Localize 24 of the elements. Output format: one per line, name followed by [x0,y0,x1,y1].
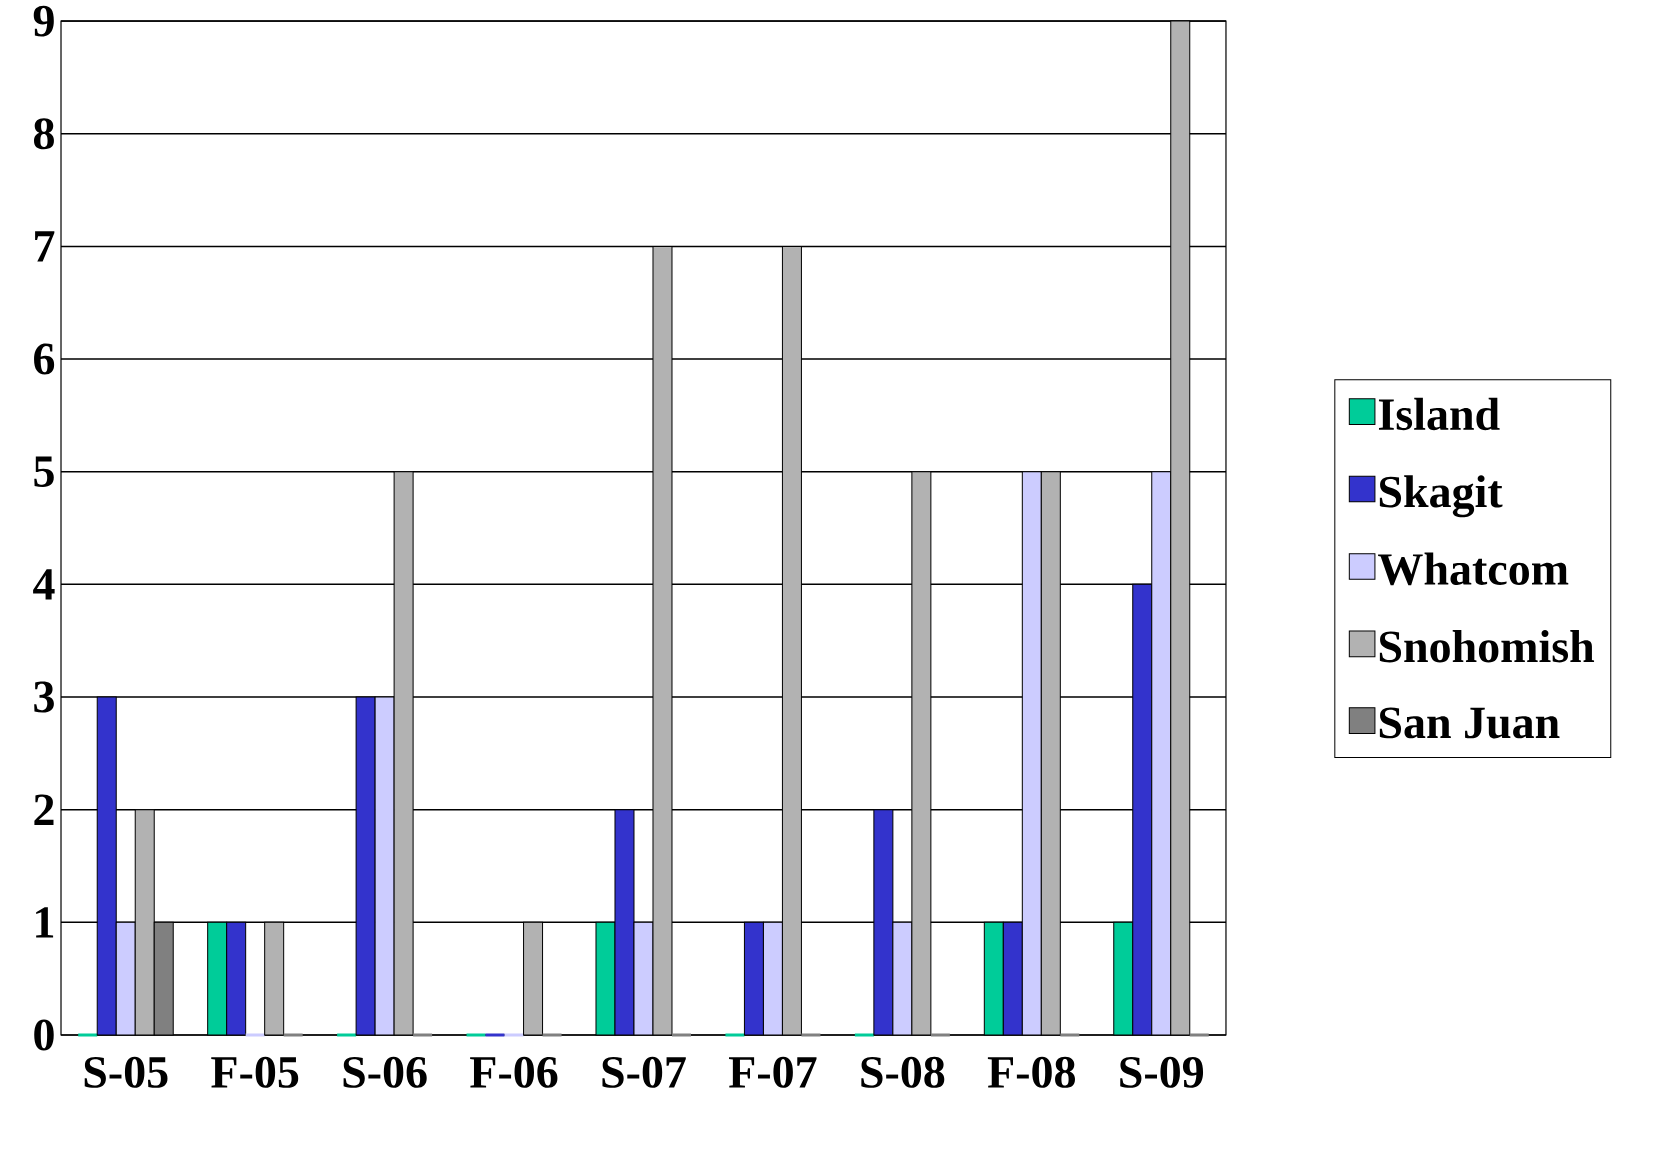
y-tick-label: 1 [36,907,54,938]
legend-label: Skagit [1379,475,1503,518]
x-tick-label: F-07 [729,1056,817,1088]
x-tick-label: S-07 [602,1056,686,1088]
x-tick-label: F-05 [211,1056,299,1088]
y-tick-label: 0 [34,1019,54,1051]
legend-label: Whatcom [1378,552,1569,586]
y-tick-label: 7 [35,231,55,262]
y-tick-label: 8 [34,118,54,150]
y-tick-label: 9 [33,5,54,37]
legend-label: Island [1378,397,1500,431]
y-tick-label: 4 [33,569,55,600]
y-tick-label: 5 [34,456,54,487]
x-tick-label: F-08 [987,1056,1075,1088]
x-tick-label: S-09 [1120,1056,1204,1088]
x-tick-label: F-06 [470,1056,558,1088]
legend-label: San Juan [1379,707,1560,739]
y-tick-label: 2 [34,794,54,825]
x-tick-label: S-05 [84,1056,168,1088]
x-tick-label: S-08 [861,1056,945,1088]
x-tick-label: S-06 [343,1056,427,1088]
y-tick-label: 6 [34,343,55,375]
y-tick-label: 3 [34,681,54,713]
legend-label: Snohomish [1379,630,1595,663]
